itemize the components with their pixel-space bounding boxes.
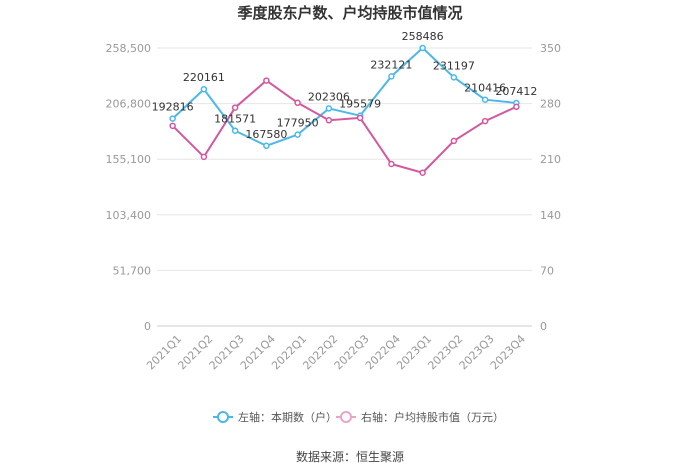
data-label: 202306 [308, 90, 350, 103]
data-point [200, 153, 208, 161]
right-tick-label: 0 [540, 320, 547, 333]
data-point [513, 103, 520, 111]
left-tick-label: 155,100 [106, 153, 152, 166]
data-point [419, 169, 426, 176]
left-tick-label: 258,500 [106, 42, 152, 55]
data-label: 210416 [464, 82, 506, 95]
right-tick-label: 210 [540, 153, 561, 166]
source-note: 数据来源：恒生聚源 [296, 449, 404, 464]
right-tick-label: 70 [540, 264, 554, 277]
data-point [481, 117, 489, 125]
left-tick-label: 51,700 [113, 264, 152, 277]
series-layer [169, 44, 520, 176]
data-point [263, 77, 270, 84]
right-axis: 0 70 140 210 280 350 [540, 42, 561, 333]
series-line-1 [171, 79, 517, 174]
data-point [263, 142, 270, 150]
left-tick-label: 103,400 [106, 209, 152, 222]
chart-title: 季度股东户数、户均持股市值情况 [237, 4, 462, 22]
data-label: 207412 [495, 85, 537, 98]
data-label: 192816 [152, 101, 194, 114]
data-label: 232121 [370, 58, 412, 71]
data-point [231, 127, 239, 134]
data-label: 231197 [433, 59, 475, 72]
data-point [294, 99, 301, 107]
data-point [325, 117, 333, 124]
data-point [450, 137, 458, 145]
data-label: 177950 [277, 117, 319, 130]
data-point [294, 131, 301, 138]
data-point [419, 44, 426, 52]
data-point [200, 85, 208, 93]
legend: 左轴：本期数（户） 右轴：户均持股市值（万元） [213, 410, 504, 424]
data-label: 195579 [339, 98, 381, 111]
x-tick-label: 2023Q4 [488, 332, 528, 372]
legend-item-left-series[interactable]: 左轴：本期数（户） [213, 410, 337, 424]
data-point [388, 160, 395, 168]
left-tick-label: 206,800 [106, 98, 152, 111]
legend-label-right-series: 右轴：户均持股市值（万元） [361, 410, 504, 424]
series-line-0 [171, 46, 517, 147]
right-tick-label: 140 [540, 209, 561, 222]
data-point [231, 104, 239, 111]
data-point [169, 122, 176, 130]
data-point [325, 105, 333, 112]
data-label: 167580 [245, 128, 287, 141]
data-point [450, 74, 458, 81]
legend-label-left-series: 左轴：本期数（户） [238, 410, 337, 424]
data-label: 181571 [214, 113, 256, 126]
right-tick-label: 280 [540, 98, 561, 111]
data-label: 220161 [183, 71, 225, 84]
data-point [481, 96, 489, 103]
legend-item-right-series[interactable]: 右轴：户均持股市值（万元） [336, 410, 504, 424]
data-point [356, 114, 364, 122]
left-axis: 0 51,700 103,400 155,100 206,800 258,500 [106, 42, 152, 333]
right-tick-label: 350 [540, 42, 561, 55]
x-axis: 2021Q12021Q22021Q32021Q42022Q12022Q22022… [144, 332, 528, 372]
data-label: 258486 [402, 30, 444, 43]
data-point [388, 73, 395, 80]
left-tick-label: 0 [144, 320, 151, 333]
data-point [169, 115, 176, 122]
grid [157, 47, 532, 327]
